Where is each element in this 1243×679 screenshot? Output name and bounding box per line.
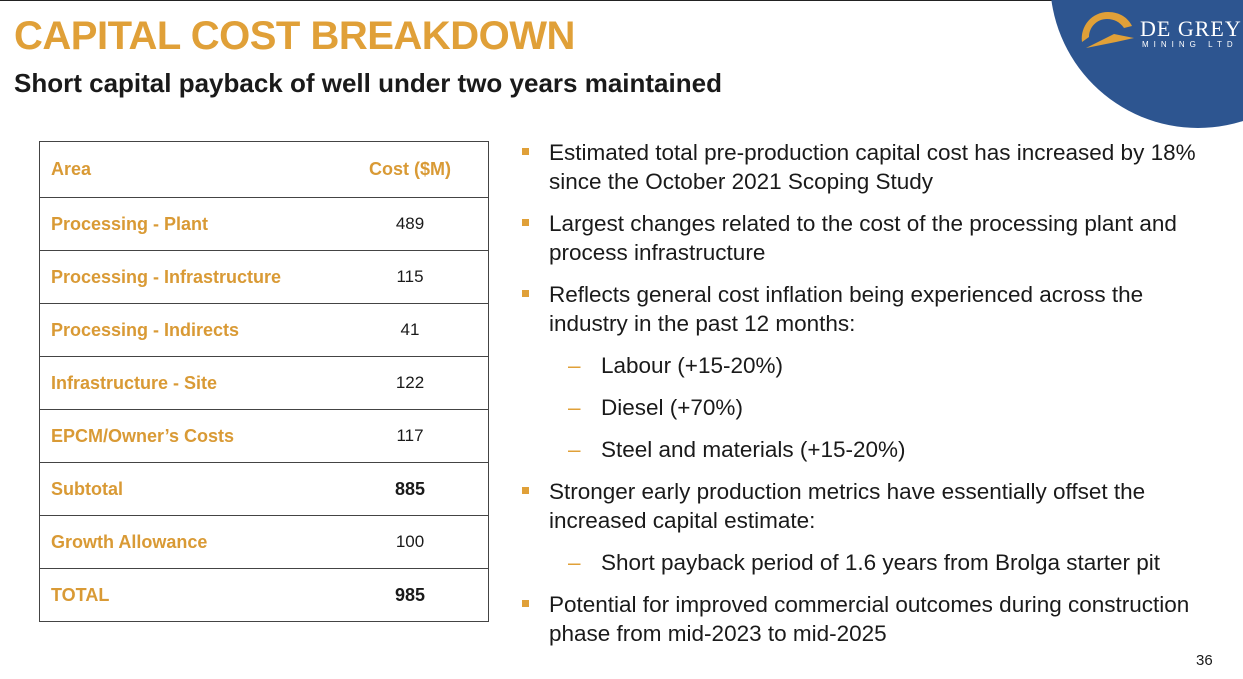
row-area: Infrastructure - Site	[39, 356, 332, 410]
row-area: Processing - Indirects	[39, 303, 332, 357]
dash-icon: –	[568, 437, 581, 462]
dash-icon: –	[568, 550, 581, 575]
sub-bullet-text: Labour (+15-20%)	[601, 353, 783, 378]
row-area: Growth Allowance	[39, 515, 332, 569]
header-area: Area	[39, 141, 332, 198]
table-header-row: Area Cost ($M)	[39, 141, 489, 198]
bullet-item: Potential for improved commercial outcom…	[522, 590, 1222, 648]
bullet-list: Estimated total pre-production capital c…	[522, 138, 1222, 661]
logo-name: DE GREY	[1140, 16, 1242, 41]
row-cost: 985	[332, 568, 489, 622]
bullet-item: Stronger early production metrics have e…	[522, 477, 1222, 535]
row-cost: 885	[332, 462, 489, 516]
table-row: Processing - Infrastructure 115	[39, 250, 489, 304]
sub-bullet-text: Diesel (+70%)	[601, 395, 743, 420]
bullet-square-icon	[522, 487, 529, 494]
table-row: Infrastructure - Site 122	[39, 356, 489, 410]
row-cost: 489	[332, 197, 489, 251]
logo-background-circle	[1051, 0, 1243, 128]
row-cost: 115	[332, 250, 489, 304]
table-row: Processing - Plant 489	[39, 197, 489, 251]
sub-bullet-item: – Diesel (+70%)	[522, 393, 1222, 422]
row-area: EPCM/Owner’s Costs	[39, 409, 332, 463]
dash-icon: –	[568, 353, 581, 378]
page-number: 36	[1196, 652, 1213, 669]
table-row-total: TOTAL 985	[39, 568, 489, 622]
table-row: Growth Allowance 100	[39, 515, 489, 569]
page-title: CAPITAL COST BREAKDOWN	[14, 14, 575, 58]
row-cost: 117	[332, 409, 489, 463]
row-area: Processing - Infrastructure	[39, 250, 332, 304]
sub-bullet-text: Steel and materials (+15-20%)	[601, 437, 906, 462]
bullet-square-icon	[522, 290, 529, 297]
header-cost: Cost ($M)	[332, 141, 489, 198]
table-row: EPCM/Owner’s Costs 117	[39, 409, 489, 463]
dash-icon: –	[568, 395, 581, 420]
bullet-square-icon	[522, 148, 529, 155]
sub-bullet-item: – Short payback period of 1.6 years from…	[522, 548, 1222, 577]
row-cost: 122	[332, 356, 489, 410]
bullet-item: Estimated total pre-production capital c…	[522, 138, 1222, 196]
page-subtitle: Short capital payback of well under two …	[14, 68, 722, 98]
row-cost: 41	[332, 303, 489, 357]
bullet-text: Reflects general cost inflation being ex…	[549, 282, 1144, 336]
table-row: Processing - Indirects 41	[39, 303, 489, 357]
sub-bullet-text: Short payback period of 1.6 years from B…	[601, 550, 1161, 575]
sub-bullet-item: – Steel and materials (+15-20%)	[522, 435, 1222, 464]
sub-bullet-item: – Labour (+15-20%)	[522, 351, 1222, 380]
bullet-item: Largest changes related to the cost of t…	[522, 209, 1222, 267]
row-area: Subtotal	[39, 462, 332, 516]
bullet-text: Estimated total pre-production capital c…	[549, 140, 1196, 194]
logo-tagline: MINING LTD	[1142, 40, 1238, 49]
bullet-square-icon	[522, 219, 529, 226]
logo-mark-icon	[1081, 12, 1134, 48]
bullet-item: Reflects general cost inflation being ex…	[522, 280, 1222, 338]
row-area: TOTAL	[39, 568, 332, 622]
bullet-text: Stronger early production metrics have e…	[549, 479, 1146, 533]
row-area: Processing - Plant	[39, 197, 332, 251]
bullet-square-icon	[522, 600, 529, 607]
table-row-subtotal: Subtotal 885	[39, 462, 489, 516]
top-border-line	[0, 0, 1243, 1]
bullet-text: Potential for improved commercial outcom…	[549, 592, 1190, 646]
capital-cost-table: Area Cost ($M) Processing - Plant 489 Pr…	[39, 141, 489, 622]
row-cost: 100	[332, 515, 489, 569]
bullet-text: Largest changes related to the cost of t…	[549, 211, 1177, 265]
